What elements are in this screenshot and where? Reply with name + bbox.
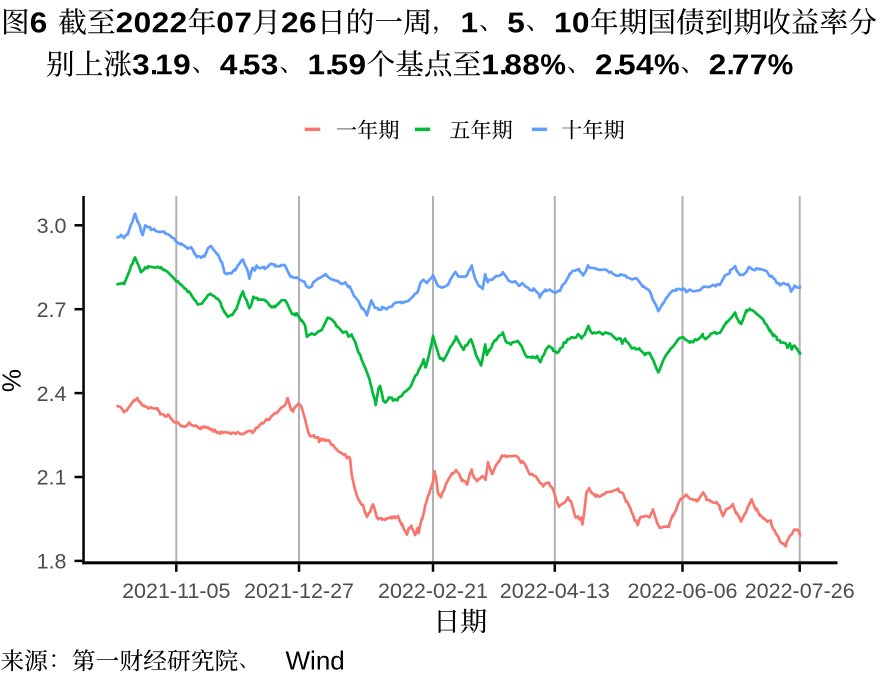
svg-text:2022-04-13: 2022-04-13 [500,579,610,603]
svg-text:2.1: 2.1 [37,466,67,490]
svg-text:Wind: Wind [286,645,345,675]
svg-text:2022-02-21: 2022-02-21 [378,579,488,603]
svg-text:2.4: 2.4 [37,382,67,406]
svg-text:3.0: 3.0 [37,214,67,238]
svg-text:%: % [0,369,26,392]
svg-text:1.8: 1.8 [37,550,67,574]
svg-text:2022-07-26: 2022-07-26 [745,579,855,603]
svg-text:2021-12-27: 2021-12-27 [244,579,354,603]
svg-text:2022-06-06: 2022-06-06 [628,579,738,603]
svg-text:2.7: 2.7 [37,298,67,322]
svg-text:2021-11-05: 2021-11-05 [122,579,230,603]
